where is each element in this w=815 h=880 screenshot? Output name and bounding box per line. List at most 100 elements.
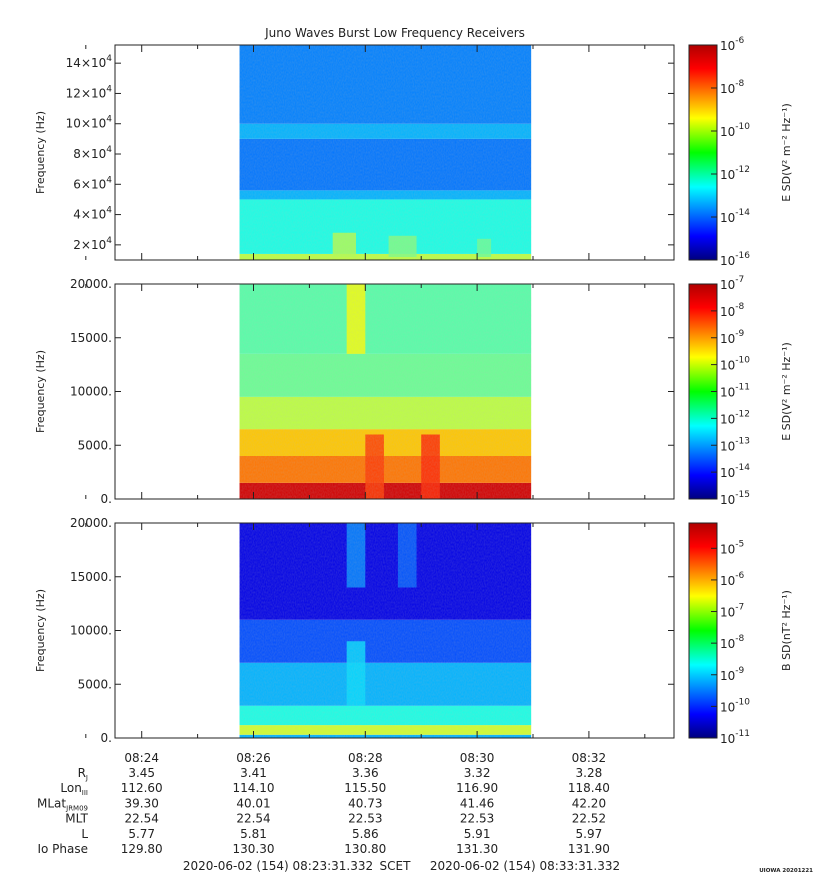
ephemeris-value: 3.32: [464, 766, 491, 780]
ephemeris-value: 5.91: [464, 827, 491, 841]
colorbar-tick-exponent: -10: [735, 356, 750, 366]
colorbar-frame: [688, 44, 718, 261]
y-tick-exponent: 4: [106, 175, 112, 185]
colorbar-tick-exponent: -10: [735, 697, 750, 707]
ephemeris-row-subscript: JRM09: [65, 804, 88, 812]
time-tick-label: 08:30: [460, 751, 495, 765]
panel-top: 2×104 4×104 6×104 8×104 10×104 12×104 14×104 Fr…: [34, 36, 793, 268]
colorbar-tick-exponent: -14: [735, 463, 750, 473]
colorbar-tick-exponent: -8: [735, 79, 744, 89]
ephemeris-value: 5.97: [576, 827, 603, 841]
ephemeris-value: 130.80: [344, 842, 386, 856]
colorbar-tick-label: 10-12: [720, 409, 750, 426]
ephemeris-row-label: L: [81, 827, 88, 841]
ephemeris-value: 118.40: [568, 781, 610, 795]
colorbar-tick-label: 10-7: [720, 603, 744, 620]
colorbar-tick-label: 10-15: [720, 490, 750, 507]
y-tick-exponent: 4: [106, 145, 112, 155]
y-tick-label: 4×104: [73, 206, 112, 222]
ephemeris-value: 41.46: [460, 796, 494, 810]
ephemeris-value: 22.52: [572, 812, 606, 826]
y-tick-label: 20000.: [70, 277, 112, 291]
colorbar-label: E SD(V² m⁻² Hz⁻¹): [780, 342, 793, 441]
ephemeris-value: 40.73: [348, 796, 382, 810]
spectrogram-texture: [239, 45, 532, 260]
colorbar-tick-label: 10-14: [720, 463, 750, 480]
y-tick-exponent: 4: [106, 54, 112, 64]
y-tick-label: 10000.: [70, 385, 112, 399]
time-tick-label: 08:32: [572, 751, 607, 765]
colorbar-tick-label: 10-8: [720, 634, 745, 651]
time-range-end: 2020-06-02 (154) 08:33:31.332: [430, 859, 620, 873]
colorbar-tick-exponent: -5: [735, 539, 744, 549]
ephemeris-value: 131.30: [456, 842, 498, 856]
ephemeris-value: 42.20: [572, 796, 606, 810]
colorbar-tick-exponent: -11: [735, 383, 750, 393]
colorbar-tick-label: 10-9: [720, 329, 745, 346]
y-tick-label: 6×104: [73, 175, 112, 191]
colorbar-tick-label: 10-6: [720, 571, 745, 588]
ephemeris-value: 5.86: [352, 827, 379, 841]
y-tick-exponent: 4: [106, 206, 112, 216]
colorbar-tick-exponent: -8: [735, 634, 744, 644]
colorbar-tick-exponent: -10: [735, 122, 750, 132]
colorbar-tick-label: 10-12: [720, 165, 750, 182]
ephemeris-value: 112.60: [121, 781, 163, 795]
ephemeris-row-label: LonIII: [60, 781, 88, 797]
panel-middle: 0. 5000. 10000. 15000. 20000. Frequency (Hz) 1…: [34, 275, 793, 507]
colorbar-tick-label: 10-14: [720, 208, 750, 225]
y-tick-label: 12×104: [66, 84, 113, 100]
spectrogram-texture: [239, 284, 532, 499]
colorbar-tick-exponent: -7: [735, 275, 744, 285]
colorbar-tick-label: 10-10: [720, 697, 750, 714]
colorbar-tick-label: 10-10: [720, 122, 750, 139]
time-frame-label: SCET: [380, 859, 412, 873]
time-tick-label: 08:28: [348, 751, 383, 765]
ephemeris-table: RJ 3.45 3.41 3.36 3.32 3.28 LonIII 112.60 114.10…: [37, 766, 610, 856]
ephemeris-value: 3.41: [240, 766, 267, 780]
colorbar-tick-exponent: -9: [735, 666, 744, 676]
ephemeris-value: 3.28: [576, 766, 603, 780]
colorbar-tick-exponent: -7: [735, 603, 744, 613]
time-tick-label: 08:24: [124, 751, 159, 765]
ephemeris-value: 130.30: [233, 842, 275, 856]
y-tick-label: 0.: [101, 731, 112, 745]
y-tick-label: 10000.: [70, 624, 112, 638]
ephemeris-row-label: Io Phase: [37, 842, 88, 856]
ephemeris-row-label: MLT: [65, 812, 88, 826]
colorbar-tick-exponent: -16: [735, 251, 750, 261]
colorbar-tick-label: 10-8: [720, 79, 745, 96]
y-axis-label: Frequency (Hz): [34, 111, 47, 194]
colorbar-label: B SD(nT² Hz⁻¹): [780, 590, 793, 671]
colorbar-tick-exponent: -14: [735, 208, 750, 218]
ephemeris-row-label: MLatJRM09: [37, 796, 88, 812]
ephemeris-value: 39.30: [125, 796, 159, 810]
colorbar-tick-exponent: -15: [735, 490, 750, 500]
ephemeris-row-label: RJ: [78, 766, 88, 782]
time-range-start: 2020-06-02 (154) 08:23:31.332: [183, 859, 373, 873]
ephemeris-value: 114.10: [233, 781, 275, 795]
colorbar-tick-label: 10-7: [720, 275, 744, 292]
ephemeris-value: 129.80: [121, 842, 163, 856]
ephemeris-row-subscript: J: [85, 774, 88, 782]
ephemeris-value: 131.90: [568, 842, 610, 856]
ephemeris-value: 40.01: [236, 796, 270, 810]
colorbar: [689, 45, 717, 260]
y-tick-label: 15000.: [70, 570, 112, 584]
colorbar-tick-exponent: -6: [735, 571, 744, 581]
y-tick-label: 20000.: [70, 516, 112, 530]
colorbar-label: E SD(V² m⁻² Hz⁻¹): [780, 103, 793, 202]
plot-frame: [114, 44, 675, 261]
ephemeris-value: 22.53: [460, 812, 494, 826]
y-tick-exponent: 4: [106, 115, 112, 125]
colorbar-tick-exponent: -6: [735, 36, 744, 46]
y-tick-exponent: 4: [106, 236, 112, 246]
ephemeris-value: 3.36: [352, 766, 379, 780]
colorbar-tick-label: 10-5: [720, 539, 744, 556]
y-tick-label: 8×104: [73, 145, 112, 161]
colorbar-tick-exponent: -12: [735, 409, 750, 419]
spectrogram-texture: [239, 523, 532, 738]
ephemeris-value: 22.54: [125, 812, 159, 826]
colorbar-tick-exponent: -13: [735, 436, 750, 446]
